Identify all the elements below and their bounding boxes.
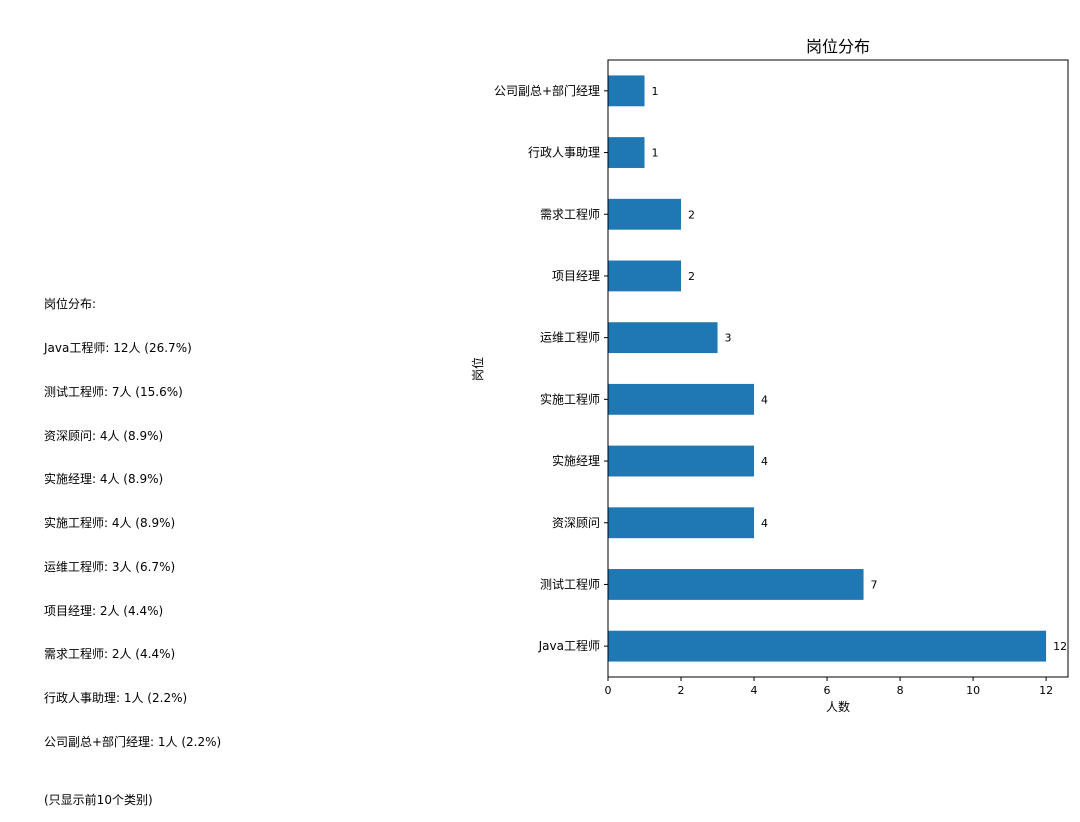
bar	[608, 75, 645, 107]
plot-frame	[607, 59, 1069, 678]
summary-line: 需求工程师: 2人 (4.4%)	[44, 647, 176, 662]
bar-value-label: 4	[761, 393, 768, 406]
summary-heading: 岗位分布:	[44, 297, 97, 312]
bar	[608, 322, 718, 354]
bar-value-label: 4	[761, 517, 768, 530]
x-tick-label: 2	[678, 684, 685, 697]
bar-value-label: 7	[871, 578, 878, 591]
x-tick-label: 10	[966, 684, 980, 697]
y-tick-label: 公司副总+部门经理	[494, 83, 600, 98]
x-tick-label: 0	[605, 684, 612, 697]
y-tick-label: 需求工程师	[540, 206, 600, 221]
bar	[608, 137, 645, 168]
bar-value-label: 4	[761, 455, 768, 468]
y-axis-label: 岗位	[470, 357, 485, 381]
bar	[608, 260, 682, 292]
y-tick-label: Java工程师	[538, 638, 600, 653]
y-tick-label: 测试工程师	[540, 576, 600, 591]
summary-line: Java工程师: 12人 (26.7%)	[44, 340, 192, 355]
bar-value-label: 2	[688, 270, 695, 283]
bar-value-label: 3	[725, 332, 732, 345]
bars-group: 12 7 4 4 4 3 2 2 1 1	[608, 75, 1067, 662]
y-tick-label: 实施经理	[552, 453, 600, 468]
y-tick-label: 行政人事助理	[528, 146, 600, 160]
y-tick-label: 实施工程师	[540, 391, 600, 406]
bar-value-label: 2	[688, 208, 695, 221]
bar	[608, 630, 1047, 662]
x-tick-label: 12	[1039, 684, 1053, 697]
x-tick-label: 8	[897, 684, 904, 697]
x-tick-label: 4	[751, 684, 758, 697]
bar	[608, 383, 755, 415]
bar	[608, 198, 682, 230]
bar	[608, 445, 755, 477]
y-tick-label: 资深顾问	[552, 516, 600, 530]
bar-value-label: 12	[1053, 640, 1067, 653]
summary-line: 行政人事助理: 1人 (2.2%)	[44, 691, 188, 706]
chart-title: 岗位分布	[806, 37, 870, 56]
y-tick-label: 运维工程师	[540, 330, 600, 345]
summary-line: 公司副总+部门经理: 1人 (2.2%)	[44, 735, 222, 749]
bar	[608, 569, 864, 600]
summary-line: 项目经理: 2人 (4.4%)	[44, 603, 164, 618]
summary-line: 实施工程师: 4人 (8.9%)	[44, 516, 176, 531]
summary-line: 运维工程师: 3人 (6.7%)	[44, 559, 176, 574]
bar	[608, 507, 755, 539]
x-tick-label: 6	[824, 684, 831, 697]
summary-note: (只显示前10个类别)	[44, 792, 153, 807]
bar-value-label: 1	[652, 147, 659, 160]
bar-value-label: 1	[652, 85, 659, 98]
summary-line: 实施经理: 4人 (8.9%)	[44, 472, 164, 487]
y-tick-label: 项目经理	[552, 269, 600, 283]
summary-line: 资深顾问: 4人 (8.9%)	[44, 428, 164, 443]
summary-line: 测试工程师: 7人 (15.6%)	[44, 384, 183, 399]
x-axis-label: 人数	[826, 699, 850, 714]
